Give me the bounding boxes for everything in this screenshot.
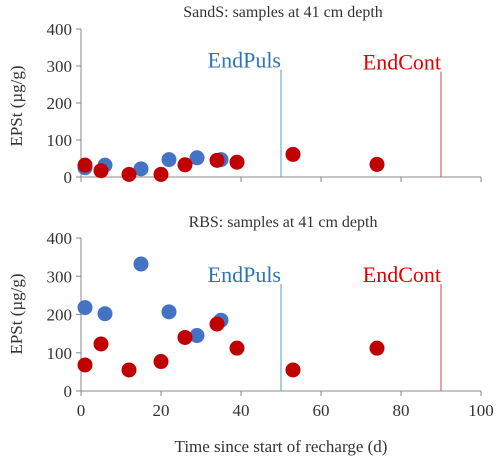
y-tick-label: 300	[47, 57, 73, 76]
data-point-red	[178, 157, 193, 172]
y-axis-title: EPSt (µg/g)	[7, 273, 26, 354]
endpuls-label: EndPuls	[208, 48, 281, 73]
x-tick-label: 100	[468, 401, 494, 420]
data-point-red	[94, 336, 109, 351]
y-tick-label: 200	[47, 306, 73, 325]
chart-panel-sands: SandS: samples at 41 cm depth EPSt (µg/g…	[7, 4, 481, 187]
chart-title: RBS: samples at 41 cm depth	[189, 214, 378, 231]
chart-title: SandS: samples at 41 cm depth	[183, 4, 383, 21]
x-tick-label: 0	[77, 401, 86, 420]
data-point-blue	[78, 300, 93, 315]
x-tick-label: 60	[313, 401, 330, 420]
y-tick-label: 200	[47, 94, 73, 113]
data-point-blue	[162, 152, 177, 167]
y-tick-label: 400	[47, 20, 73, 39]
y-tick-label: 0	[64, 168, 73, 187]
y-tick-label: 400	[47, 229, 73, 248]
x-tick-label: 40	[233, 401, 250, 420]
y-axis-title: EPSt (µg/g)	[7, 65, 26, 146]
data-point-red	[230, 155, 245, 170]
y-tick-label: 0	[64, 382, 73, 401]
endcont-label: EndCont	[363, 262, 441, 287]
endcont-label: EndCont	[363, 50, 441, 75]
endpuls-label: EndPuls	[208, 262, 281, 287]
x-tick-label: 80	[393, 401, 410, 420]
data-point-red	[154, 354, 169, 369]
data-point-red	[210, 153, 225, 168]
data-point-red	[370, 341, 385, 356]
data-point-red	[154, 167, 169, 182]
y-tick-label: 100	[47, 131, 73, 150]
x-axis-title: Time since start of recharge (d)	[175, 437, 388, 456]
y-tick-label: 100	[47, 344, 73, 363]
data-point-red	[370, 157, 385, 172]
data-point-red	[178, 330, 193, 345]
data-point-red	[78, 357, 93, 372]
data-point-red	[94, 163, 109, 178]
data-point-blue	[98, 306, 113, 321]
x-tick-label: 20	[153, 401, 170, 420]
data-point-red	[78, 158, 93, 173]
data-point-red	[286, 147, 301, 162]
data-point-red	[122, 362, 137, 377]
data-point-red	[210, 317, 225, 332]
chart-panel-rbs: RBS: samples at 41 cm depth EPSt (µg/g) …	[7, 214, 494, 456]
y-tick-label: 300	[47, 267, 73, 286]
data-point-blue	[162, 304, 177, 319]
data-point-blue	[134, 257, 149, 272]
data-point-red	[122, 167, 137, 182]
data-point-red	[230, 341, 245, 356]
data-point-red	[286, 362, 301, 377]
